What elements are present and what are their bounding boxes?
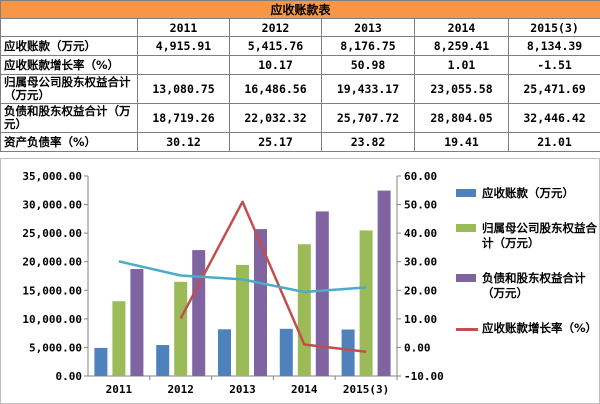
table-cell[interactable]: 23.82 <box>321 132 415 152</box>
table-cell[interactable]: -1.51 <box>507 55 600 75</box>
x-tick-label: 2014 <box>291 383 318 396</box>
y-tick-label-right: -10.00 <box>404 370 444 383</box>
y-tick-label-left: 20,000.00 <box>22 256 82 269</box>
y-tick-label-left: 0.00 <box>56 370 83 383</box>
bar <box>254 229 267 376</box>
data-table: 应收账款表 2011 2012 2013 2014 2015(3) 应收账款（万… <box>0 0 600 152</box>
bar <box>174 281 188 376</box>
header-cell-year[interactable]: 2013 <box>321 18 415 37</box>
legend-label: 负债和股东权益合计（万元） <box>482 271 586 300</box>
header-cell-year[interactable]: 2012 <box>229 18 322 37</box>
table-cell[interactable] <box>137 55 230 75</box>
legend-item-equity[interactable]: 归属母公司股东权益合计（万元） <box>454 221 600 251</box>
series-line <box>118 260 367 294</box>
table-cell[interactable]: 16,486.56 <box>229 74 322 104</box>
table-cell[interactable]: 19.41 <box>414 132 509 152</box>
y-tick-label-right: 40.00 <box>404 227 437 240</box>
table-cell[interactable]: 21.01 <box>507 132 600 152</box>
y-tick-label-left: 35,000.00 <box>22 170 82 183</box>
y-tick-label-right: 30.00 <box>404 256 437 269</box>
data-table-container: 应收账款表 2011 2012 2013 2014 2015(3) 应收账款（万… <box>0 0 600 158</box>
table-cell[interactable]: 5,415.76 <box>229 36 322 56</box>
bar <box>377 190 391 376</box>
table-cell[interactable]: 1.01 <box>414 55 509 75</box>
header-cell-year[interactable]: 2011 <box>137 18 230 37</box>
bar <box>297 244 311 376</box>
y-tick-label-right: 10.00 <box>404 313 437 326</box>
y-tick-label-left: 25,000.00 <box>22 227 82 240</box>
table-cell[interactable]: 32,446.42 <box>507 103 600 133</box>
chart-legend[interactable]: 应收账款（万元） 归属母公司股东权益合计（万元） 负债和股东权益合计（万元） 应… <box>454 186 600 356</box>
bar <box>359 230 373 376</box>
legend-item-receivables[interactable]: 应收账款（万元） <box>454 186 600 201</box>
row-label-receivables[interactable]: 应收账款（万元） <box>0 36 138 56</box>
y-tick-label-right: 0.00 <box>404 341 431 354</box>
x-tick-label: 2012 <box>167 383 194 396</box>
header-cell-year[interactable]: 2014 <box>414 18 509 37</box>
bar <box>315 211 329 376</box>
header-cell-year[interactable]: 2015(3) <box>507 18 600 37</box>
y-tick-label-right: 20.00 <box>404 284 437 297</box>
table-cell[interactable]: 30.12 <box>137 132 230 152</box>
y-tick-label-right: 60.00 <box>404 170 437 183</box>
row-label-total-liabilities-equity[interactable]: 负债和股东权益合计（万元） <box>0 103 138 133</box>
table-cell[interactable]: 25,471.69 <box>507 74 600 104</box>
x-tick-label: 2015(3) <box>343 383 389 396</box>
bar <box>130 269 144 376</box>
bar <box>156 345 170 376</box>
legend-label: 应收账款（万元） <box>482 186 574 200</box>
table-cell[interactable]: 25,707.72 <box>321 103 415 133</box>
legend-label: 归属母公司股东权益合计（万元） <box>482 221 597 250</box>
x-tick-label: 2013 <box>229 383 256 396</box>
y-tick-label-left: 15,000.00 <box>22 284 82 297</box>
y-tick-label-left: 10,000.00 <box>22 313 82 326</box>
table-title[interactable]: 应收账款表 <box>0 0 600 19</box>
bar <box>94 347 108 376</box>
table-cell[interactable]: 10.17 <box>229 55 322 75</box>
table-cell[interactable]: 50.98 <box>321 55 415 75</box>
row-label-growth-rate[interactable]: 应收账款增长率（%） <box>0 55 138 75</box>
bar <box>218 329 231 376</box>
table-cell[interactable]: 28,804.05 <box>414 103 509 133</box>
table-cell[interactable]: 22,032.32 <box>229 103 322 133</box>
y-tick-label-right: 50.00 <box>404 199 437 212</box>
legend-line-red <box>456 328 478 331</box>
bar <box>112 301 126 376</box>
legend-swatch-green <box>456 224 476 232</box>
legend-swatch-purple <box>456 274 476 282</box>
combo-chart[interactable]: 0.00 5,000.00 10,000.00 15,000.00 20,000.00 2… <box>0 158 600 404</box>
chart-area[interactable]: 0.00 5,000.00 10,000.00 15,000.00 20,000.00 2… <box>0 158 600 404</box>
table-cell[interactable]: 25.17 <box>229 132 322 152</box>
row-label-debt-ratio[interactable]: 资产负债率（%） <box>0 132 138 152</box>
legend-label: 应收账款增长率（%） <box>482 321 598 335</box>
table-cell[interactable]: 4,915.91 <box>137 36 230 56</box>
bar <box>279 328 293 376</box>
table-cell[interactable]: 8,259.41 <box>414 36 509 56</box>
y-tick-label-left: 30,000.00 <box>22 199 82 212</box>
table-cell[interactable]: 19,433.17 <box>321 74 415 104</box>
series-line <box>179 200 367 353</box>
table-cell[interactable]: 8,176.75 <box>321 36 415 56</box>
bar <box>192 250 206 376</box>
y-tick-label-left: 5,000.00 <box>29 341 82 354</box>
legend-swatch-blue <box>456 189 476 197</box>
bar <box>341 329 355 376</box>
table-cell[interactable]: 18,719.26 <box>137 103 230 133</box>
bar <box>236 264 249 376</box>
table-cell[interactable]: 23,055.58 <box>414 74 509 104</box>
legend-item-total[interactable]: 负债和股东权益合计（万元） <box>454 271 600 301</box>
row-label-equity[interactable]: 归属母公司股东权益合计（万元） <box>0 74 138 104</box>
x-tick-label: 2011 <box>106 383 133 396</box>
table-cell[interactable]: 13,080.75 <box>137 74 230 104</box>
legend-item-growth-rate[interactable]: 应收账款增长率（%） <box>454 321 600 336</box>
table-cell[interactable]: 8,134.39 <box>507 36 600 56</box>
header-cell-empty[interactable] <box>0 18 138 37</box>
